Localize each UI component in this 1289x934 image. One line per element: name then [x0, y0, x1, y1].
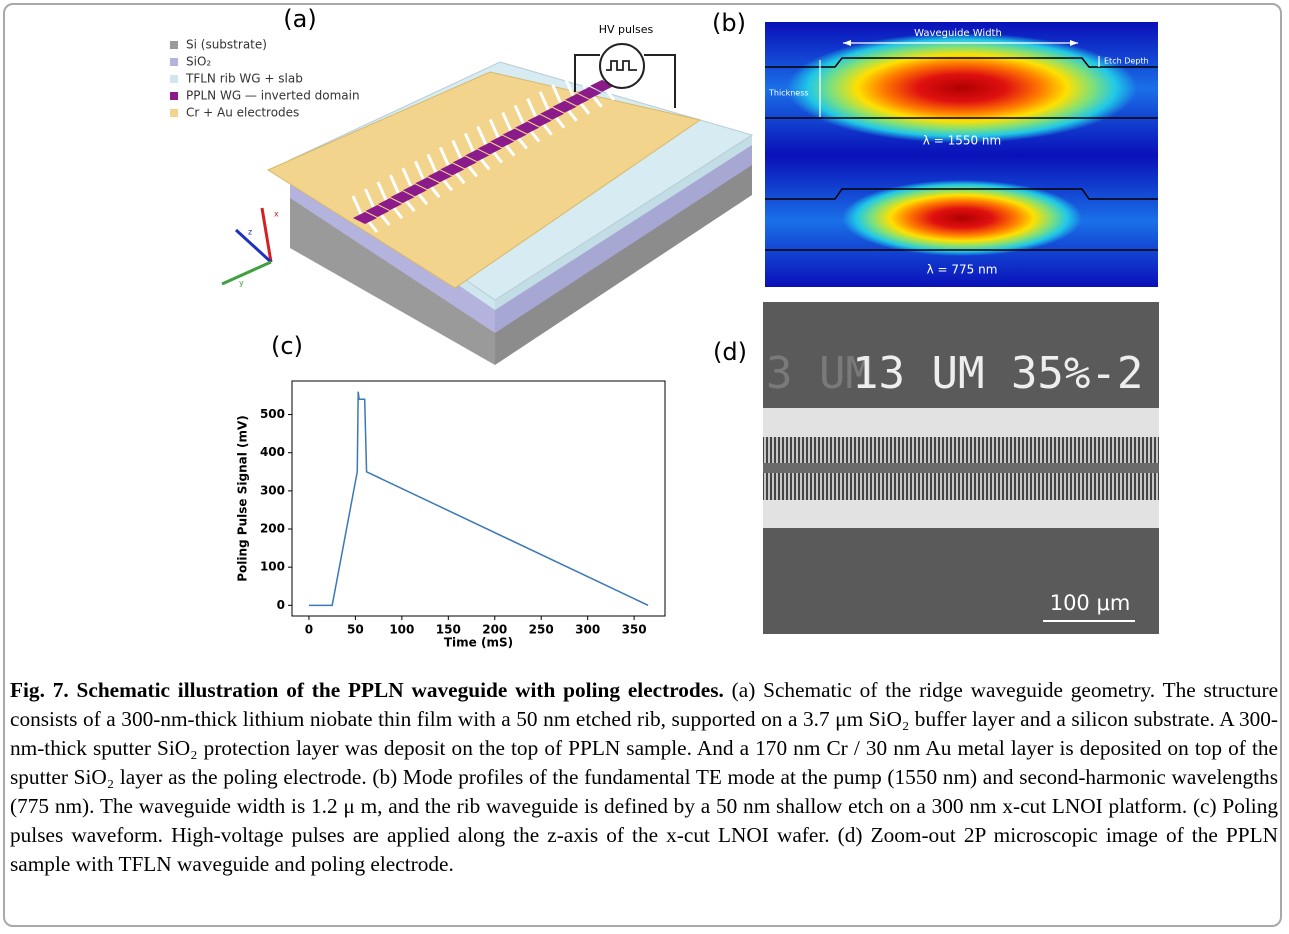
- plot-frame: [292, 381, 665, 616]
- axis-letter: z: [248, 228, 252, 237]
- caption-title: Fig. 7. Schematic illustration of the PP…: [10, 678, 724, 702]
- caption-text: (a) Schematic of the ridge waveguide geo…: [10, 678, 1278, 876]
- waveguide: [763, 463, 1159, 473]
- wavelength-label: λ = 775 nm: [927, 263, 998, 277]
- x-tick-label: 100: [389, 623, 414, 637]
- panel-label: (a): [283, 5, 316, 33]
- marking: 13 UM 35%-2: [852, 348, 1143, 399]
- panel-label: (c): [271, 332, 303, 360]
- x-tick-label: 0: [305, 623, 313, 637]
- legend-swatch: [170, 109, 178, 117]
- grating: [763, 473, 1159, 500]
- legend-swatch: [170, 92, 178, 100]
- finger: [590, 64, 598, 82]
- y-tick-label: 500: [260, 407, 285, 421]
- panel-label: (b): [712, 9, 746, 37]
- legend-swatch: [170, 75, 178, 83]
- scale-label: 100 μm: [1050, 591, 1131, 615]
- y-tick-label: 0: [277, 598, 285, 612]
- x-tick-label: 50: [347, 623, 364, 637]
- mode-profiles: Waveguide Width Etch Depth Thickness λ =…: [765, 22, 1158, 287]
- grating: [763, 437, 1159, 463]
- y-tick-label: 400: [260, 445, 285, 459]
- x-tick-label: 350: [622, 623, 647, 637]
- pulse-chart: 0 50 100 150 200 250 300 350 0 100 200 300 400 500 Tim…: [236, 381, 666, 650]
- axis-letter: y: [239, 279, 244, 288]
- x-tick-label: 250: [529, 623, 554, 637]
- mode-775: [842, 180, 1082, 256]
- legend-label: TFLN rib WG + slab: [185, 72, 303, 86]
- legend-swatch: [170, 58, 178, 66]
- mode-1550: [787, 33, 1137, 143]
- axis-arrow: [222, 262, 271, 284]
- y-tick-label: 300: [260, 483, 285, 497]
- x-tick-label: 150: [436, 623, 461, 637]
- micrograph: 3 UM 13 UM 35%-2 100 μm: [763, 302, 1159, 634]
- legend-swatch: [170, 41, 178, 49]
- width-label: Waveguide Width: [914, 28, 1002, 39]
- wire: [644, 55, 675, 108]
- thickness-label: Thickness: [768, 89, 809, 98]
- legend-label: SiO₂: [186, 55, 211, 69]
- hv-label: HV pulses: [599, 23, 654, 36]
- y-tick-label: 100: [260, 560, 285, 574]
- axis-letter: x: [274, 210, 279, 219]
- pulse-source: [600, 44, 644, 88]
- x-tick-label: 300: [575, 623, 600, 637]
- x-tick-label: 200: [482, 623, 507, 637]
- data-line: [309, 392, 648, 606]
- legend-label: Cr + Au electrodes: [186, 106, 299, 120]
- legend-label: Si (substrate): [186, 38, 267, 52]
- wavelength-label: λ = 1550 nm: [923, 134, 1001, 148]
- etch-label: Etch Depth: [1104, 57, 1149, 66]
- legend-label: PPLN WG — inverted domain: [186, 89, 360, 103]
- x-axis-label: Time (mS): [444, 636, 513, 650]
- page: { "panel_labels": ["(a)", "(b)", "(c)", …: [0, 0, 1289, 934]
- y-axis-label: Poling Pulse Signal (mV): [236, 415, 250, 582]
- caption: Fig. 7. Schematic illustration of the PP…: [10, 676, 1278, 879]
- panel-label: (d): [713, 338, 747, 366]
- y-tick-label: 200: [260, 522, 285, 536]
